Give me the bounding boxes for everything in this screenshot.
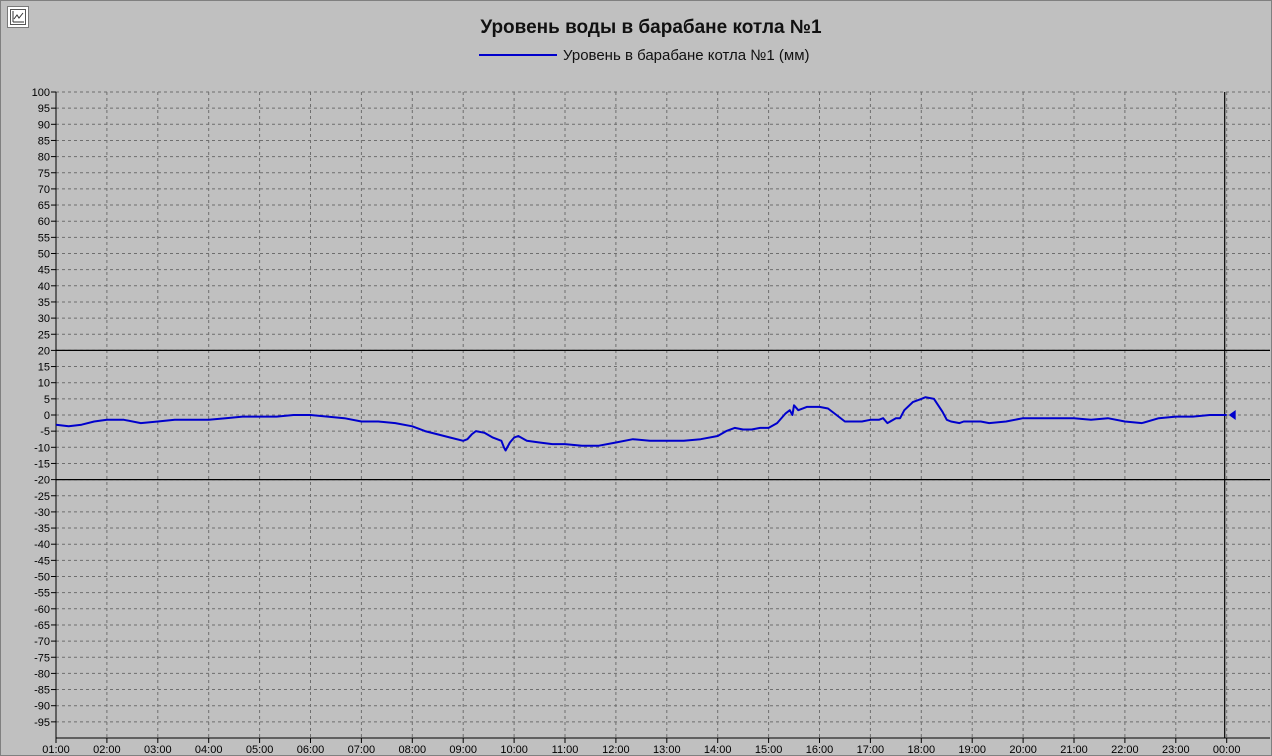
x-tick-label: 20:00 — [1009, 744, 1037, 756]
x-tick-label: 21:00 — [1060, 744, 1088, 756]
y-tick-label: 20 — [38, 345, 50, 357]
y-tick-label: 5 — [44, 394, 50, 406]
y-tick-label: -10 — [34, 442, 50, 454]
y-tick-label: -80 — [34, 668, 50, 680]
y-tick-label: 30 — [38, 313, 50, 325]
x-tick-label: 14:00 — [704, 744, 732, 756]
x-tick-label: 05:00 — [246, 744, 274, 756]
y-tick-label: -45 — [34, 555, 50, 567]
x-tick-label: 18:00 — [908, 744, 936, 756]
x-tick-label: 03:00 — [144, 744, 172, 756]
y-tick-label: -55 — [34, 588, 50, 600]
y-tick-label: 85 — [38, 135, 50, 147]
series-end-marker — [1228, 410, 1236, 420]
x-tick-label: 17:00 — [857, 744, 885, 756]
y-tick-label: 100 — [32, 87, 50, 99]
y-tick-label: 60 — [38, 216, 50, 228]
y-tick-label: 15 — [38, 362, 50, 374]
x-tick-label: 22:00 — [1111, 744, 1139, 756]
x-tick-label: 09:00 — [449, 744, 477, 756]
x-tick-label: 08:00 — [399, 744, 427, 756]
legend-series-label: Уровень в барабане котла №1 (мм) — [563, 46, 810, 64]
y-tick-label: -70 — [34, 636, 50, 648]
y-tick-label: 45 — [38, 265, 50, 277]
series-line — [55, 396, 1227, 452]
x-tick-label: 15:00 — [755, 744, 783, 756]
y-tick-label: -95 — [34, 717, 50, 729]
y-tick-label: 65 — [38, 200, 50, 212]
y-tick-label: 80 — [38, 152, 50, 164]
y-tick-label: -85 — [34, 685, 50, 697]
y-tick-label: 10 — [38, 378, 50, 390]
x-tick-label: 19:00 — [958, 744, 986, 756]
y-tick-label: 40 — [38, 281, 50, 293]
y-tick-label: 90 — [38, 119, 50, 131]
x-tick-label: 04:00 — [195, 744, 223, 756]
x-tick-label: 23:00 — [1162, 744, 1190, 756]
chart-settings-icon[interactable] — [7, 6, 29, 28]
y-tick-label: -65 — [34, 620, 50, 632]
y-tick-label: -25 — [34, 491, 50, 503]
y-tick-label: -90 — [34, 701, 50, 713]
y-tick-label: 75 — [38, 168, 50, 180]
x-tick-label: 01:00 — [42, 744, 70, 756]
y-tick-label: -60 — [34, 604, 50, 616]
x-tick-label: 06:00 — [297, 744, 325, 756]
y-tick-label: -5 — [40, 426, 50, 438]
chart-title: Уровень воды в барабане котла №1 — [480, 17, 822, 38]
x-tick-label: 16:00 — [806, 744, 834, 756]
x-tick-label: 11:00 — [552, 744, 579, 756]
chart-settings-icon-graphic — [10, 9, 26, 25]
y-tick-label: -40 — [34, 539, 50, 551]
y-tick-label: -15 — [34, 458, 50, 470]
y-tick-label: -50 — [34, 572, 50, 584]
x-tick-label: 00:00 — [1213, 744, 1241, 756]
y-tick-label: 0 — [44, 410, 50, 422]
y-tick-label: 25 — [38, 329, 50, 341]
y-tick-label: -75 — [34, 652, 50, 664]
x-tick-label: 12:00 — [602, 744, 630, 756]
y-tick-label: 95 — [38, 103, 50, 115]
legend-series-swatch — [479, 54, 557, 56]
y-tick-label: -20 — [34, 475, 50, 487]
x-tick-label: 10:00 — [500, 744, 528, 756]
y-tick-label: -30 — [34, 507, 50, 519]
y-tick-label: 35 — [38, 297, 50, 309]
x-tick-label: 13:00 — [653, 744, 681, 756]
y-tick-label: 70 — [38, 184, 50, 196]
x-tick-label: 07:00 — [348, 744, 376, 756]
y-tick-label: 50 — [38, 249, 50, 261]
x-tick-label: 02:00 — [93, 744, 121, 756]
chart-legend: Уровень в барабане котла №1 (мм) — [479, 45, 810, 65]
y-tick-label: 55 — [38, 232, 50, 244]
y-tick-label: -35 — [34, 523, 50, 535]
